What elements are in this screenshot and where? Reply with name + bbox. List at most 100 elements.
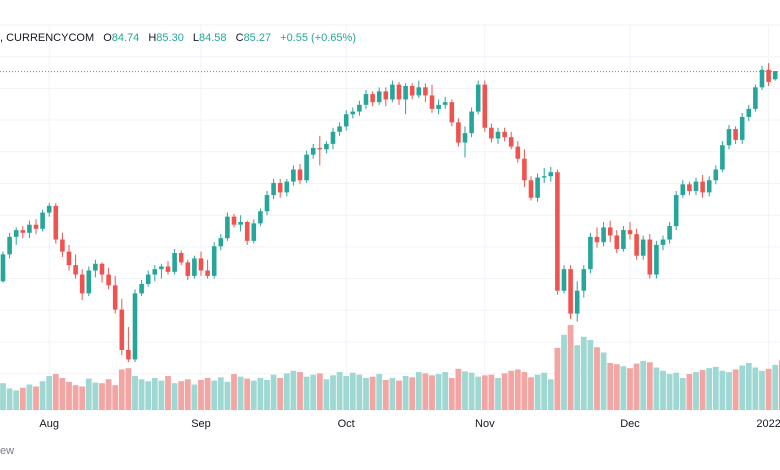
candle-body [211,246,217,276]
low-label: L [192,32,200,44]
candle-body [165,266,171,272]
ohlc-legend: , CURRENCYCOM O84.74 H85.30 L84.58 C85.2… [0,32,356,44]
candle-body [495,131,501,139]
volume-bar [171,383,178,410]
volume-bar [699,370,706,410]
volume-bar [257,377,264,410]
volume-bar [138,379,145,410]
volume-bar [66,381,72,410]
candle-body [607,227,613,236]
volume-bar [462,371,468,410]
candle-body [502,131,507,138]
candle-body [357,104,362,112]
candle-body [713,169,719,181]
volume-bar [224,381,231,410]
volume-bar [270,374,277,410]
volume-bar [264,379,270,410]
volume-bar [33,386,39,410]
candle-body [172,253,177,272]
candle-body [489,127,494,139]
volume-bar [92,382,99,410]
volume-bar [607,362,614,410]
volume-bars [0,325,780,410]
x-tick-label: Nov [475,418,495,430]
candle-body [416,87,422,96]
volume-bar [765,368,772,410]
candle-body [522,158,527,181]
candle-body [640,239,646,256]
volume-bar [534,374,541,410]
candle-body [126,349,131,360]
volume-bar [6,388,13,410]
candle-body [363,94,369,105]
volume-bar [0,383,6,410]
volume-bar [158,380,165,410]
volume-bar [277,377,284,410]
candle-body [660,239,666,245]
candle-body [13,230,19,237]
candle-body [132,293,138,360]
volume-bar [521,372,528,410]
grid [0,24,780,410]
volume-bar [323,379,330,410]
volume-bar [217,377,224,410]
candle-body [218,238,224,247]
volume-bar [336,372,343,410]
candle-body [264,195,270,212]
volume-bar [429,375,435,410]
candle-body [733,129,738,140]
brand-text: ew [0,445,15,457]
candle-body [693,181,699,192]
volume-bar [759,370,765,410]
candle-body [555,172,560,291]
candle-body [27,224,32,233]
volume-bar [283,373,290,410]
volume-bar [528,377,534,410]
volume-bar [303,376,310,410]
volume-bar [244,378,251,410]
volume-bar [422,373,429,410]
volume-bar [204,377,211,410]
volume-bar [105,379,112,410]
volume-bar [442,372,449,410]
volume-bar [455,368,462,410]
volume-bar [389,377,396,410]
candle-body [159,266,164,270]
candle-body [225,216,230,239]
open-value: 84.74 [111,32,140,44]
candles [0,63,778,363]
volume-bar [712,366,719,410]
volume-bar [594,347,600,410]
volume-bar [211,380,218,410]
candle-body [350,111,356,115]
candle-body [192,258,197,276]
volume-bar [646,362,653,410]
candle-body [726,129,732,146]
candle-body [244,222,250,241]
volume-bar [297,372,303,410]
x-tick-label: Sep [191,418,211,430]
high-value: 85.30 [156,32,184,44]
candle-body [739,116,745,140]
candle-body [647,239,653,275]
candle-body [139,283,144,294]
candle-body [759,69,765,88]
candle-body [119,309,125,350]
candle-body [601,227,606,243]
candle-body [178,253,184,263]
x-tick-label: Dec [620,418,640,430]
volume-bar [541,372,548,410]
candle-body [469,111,474,134]
candle-body [258,211,263,224]
volume-bar [46,376,53,410]
x-tick-label: Oct [338,418,355,430]
volume-bar [778,360,780,410]
volume-bar [402,376,409,410]
candle-body [53,205,59,240]
volume-bar [382,379,389,410]
volume-bar [554,347,561,410]
candle-body [205,270,210,276]
volume-bar [574,345,581,410]
